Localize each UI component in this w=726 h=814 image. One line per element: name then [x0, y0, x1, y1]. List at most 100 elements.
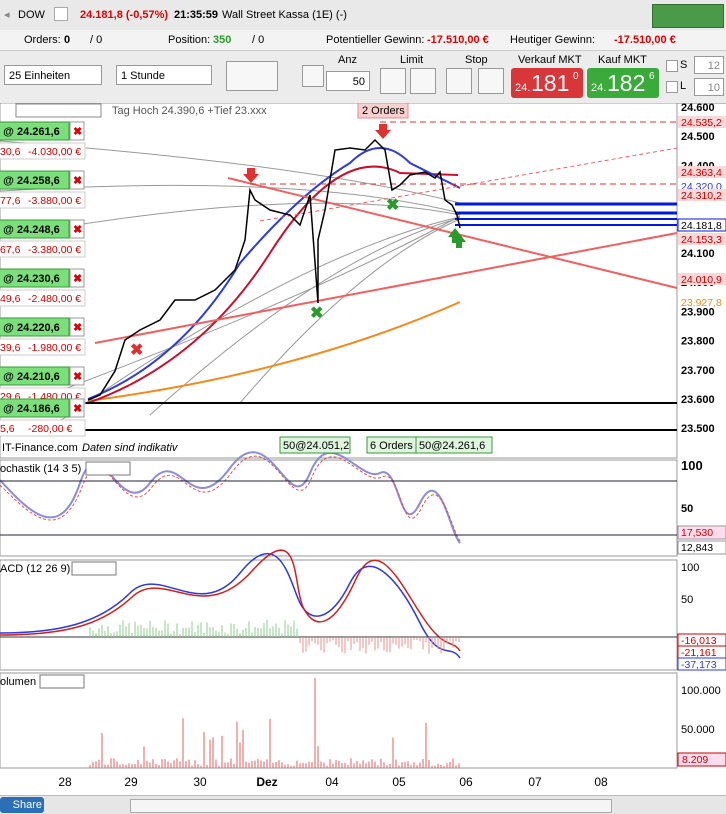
band: [239, 218, 461, 404]
order-pre: 77,6: [0, 195, 21, 207]
bottom-tag: 50@24.261,6: [419, 440, 485, 452]
units-select[interactable]: 25 Einheiten: [4, 65, 102, 85]
x-marker: ✖: [386, 197, 399, 214]
bottom-toolbar: Share: [0, 795, 726, 814]
l-input[interactable]: 10: [694, 78, 724, 96]
panel-axis-label: 50: [681, 503, 693, 515]
macd-tag: -21,161: [681, 647, 717, 659]
order-close-x: ✖: [73, 175, 82, 187]
volume-panel: [0, 672, 678, 769]
order-close[interactable]: [69, 121, 85, 141]
stoch-tag: 17,530: [681, 527, 713, 539]
order-close[interactable]: [69, 398, 85, 418]
price-axis-label: 23.600: [681, 394, 715, 406]
order-close[interactable]: [69, 366, 85, 386]
order-close[interactable]: [69, 317, 85, 337]
x-axis-label: 05: [392, 775, 406, 789]
price-tag-bg: [678, 166, 726, 178]
sell-label: Verkauf MKT: [518, 54, 582, 66]
sell-arrow: [375, 124, 391, 139]
stop-sell[interactable]: [478, 68, 504, 94]
chart-tools[interactable]: [15, 103, 102, 118]
x-axis-label: 29: [124, 775, 138, 789]
order-entry: 0 @ 24.186,6: [0, 403, 60, 415]
trend-line: [94, 232, 678, 344]
order-entry-bg[interactable]: [0, 170, 70, 190]
s-input[interactable]: 12: [694, 56, 724, 74]
scrollbar[interactable]: [130, 799, 612, 813]
today-label: Heutiger Gewinn:: [510, 34, 595, 46]
order-close[interactable]: [69, 170, 85, 190]
order-entry-bg[interactable]: [0, 121, 70, 141]
order-close[interactable]: [69, 219, 85, 239]
order-pl-bg: [0, 191, 86, 209]
sell-sup: 0: [573, 71, 579, 82]
order-close-x: ✖: [73, 273, 82, 285]
x-axis-label: 28: [58, 775, 72, 789]
order-pre: 67,6: [0, 244, 21, 256]
sell-button[interactable]: 24. 181 0: [511, 68, 583, 98]
price-tag-bg: [678, 233, 726, 245]
position-of: / 0: [252, 34, 265, 46]
order-entry: 0 @ 24.248,6: [0, 224, 60, 236]
x-axis-label: 04: [325, 775, 339, 789]
order-close-x: ✖: [73, 403, 82, 415]
checkbox[interactable]: [54, 7, 68, 21]
panel-title: ACD (12 26 9): [0, 563, 70, 575]
x-axis-label: 06: [459, 775, 473, 789]
trend-line: [259, 147, 678, 222]
qty-input[interactable]: 50: [326, 71, 370, 91]
chart-area: ✖ ✖ ✖ urs Tag Hoch 24.390,6 +Tief 23.xxx…: [0, 103, 726, 789]
bottom-tag: 50@24.051,2: [283, 440, 349, 452]
position-label: Position:: [168, 34, 211, 46]
orders: 0: [64, 34, 71, 46]
order-entry: 0 @ 24.220,6: [0, 322, 60, 334]
buy-button[interactable]: 24. 182 6: [587, 68, 659, 98]
price-tag: 23.927,8: [681, 297, 722, 309]
today: -17.510,00 €: [614, 34, 676, 46]
share-button[interactable]: Share: [0, 797, 44, 813]
window-buttons[interactable]: [652, 4, 724, 28]
price-series: [87, 138, 461, 401]
order-close[interactable]: [69, 268, 85, 288]
x-axis-label: 07: [528, 775, 542, 789]
buy-arrow: [452, 233, 466, 248]
order-entry-bg[interactable]: [0, 268, 70, 288]
stoch-tag: 12,843: [681, 542, 713, 554]
interval-select[interactable]: 1 Stunde: [116, 65, 212, 85]
x-axis-label: 08: [594, 775, 608, 789]
title-bar: ◂ DOW 24.181,8 (-0,57%) 21:35:59 Wall St…: [0, 0, 726, 31]
price-tag-bg: [678, 189, 726, 201]
price-tag: 24.010,9: [681, 274, 722, 286]
panel-tools[interactable]: [85, 461, 131, 476]
stop-buy[interactable]: [446, 68, 472, 94]
panel-tools[interactable]: [71, 561, 117, 576]
tool-button[interactable]: [302, 65, 324, 87]
position: 350: [213, 34, 232, 46]
panel-axis-label: 100: [681, 562, 699, 574]
limit-sell[interactable]: [410, 68, 436, 94]
order-pre: 5,6: [0, 423, 15, 435]
status-bar: Orders: 0 / 0 Position: 350 / 0 Potentie…: [0, 30, 726, 51]
order-pre: 39,6: [0, 342, 21, 354]
price-tag: 24.181,8: [681, 220, 722, 232]
s-checkbox[interactable]: [666, 60, 678, 72]
order-entry-bg[interactable]: [0, 219, 70, 239]
order-pl: -1.980,00 €: [28, 342, 81, 354]
limit-buy[interactable]: [380, 68, 406, 94]
x-marker: ✖: [310, 305, 323, 322]
order-pl: -2.480,00 €: [28, 293, 81, 305]
price-tag-bg: [677, 218, 726, 232]
l-checkbox[interactable]: [666, 81, 678, 93]
order-entry-bg[interactable]: [0, 398, 70, 418]
panel-title: olumen: [0, 676, 36, 688]
price-tag: 24.363,4: [681, 167, 722, 179]
order-pl: -4.030,00 €: [28, 146, 81, 158]
panel-tools[interactable]: [39, 674, 85, 689]
order-entry-bg[interactable]: [0, 317, 70, 337]
macd-line: [0, 552, 461, 659]
order-entry-bg[interactable]: [0, 366, 70, 386]
price-axis-label: 23.700: [681, 365, 715, 377]
order-pl: -3.380,00 €: [28, 244, 81, 256]
chart-type-button[interactable]: [226, 61, 278, 91]
